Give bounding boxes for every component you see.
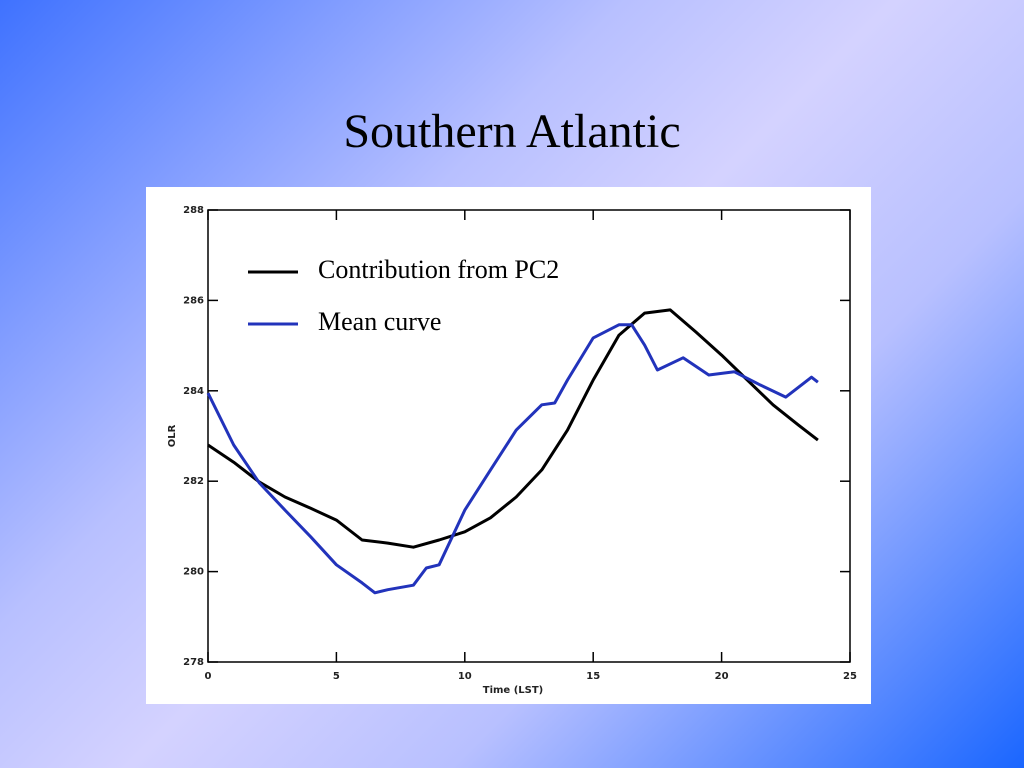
y-tick-label: 284 [183,386,204,397]
y-axis-label: OLR [167,424,178,447]
y-tick-label: 286 [183,295,204,306]
series-line [206,323,819,595]
legend-label: Contribution from PC2 [318,255,559,284]
y-tick-label: 282 [183,476,204,487]
x-tick-label: 10 [458,671,472,682]
series-line [207,308,819,549]
chart-title: Southern Atlantic [343,105,680,158]
y-tick-label: 288 [183,205,204,216]
x-tick-label: 20 [715,671,729,682]
y-tick-label: 280 [183,567,204,578]
y-tick-label: 278 [183,657,204,668]
x-tick-label: 15 [586,671,600,682]
plot-frame [207,209,851,663]
legend-label: Mean curve [318,307,441,336]
x-axis-label: Time (LST) [483,685,543,696]
x-tick-label: 0 [205,671,212,682]
x-tick-label: 5 [333,671,340,682]
x-tick-label: 25 [843,671,857,682]
